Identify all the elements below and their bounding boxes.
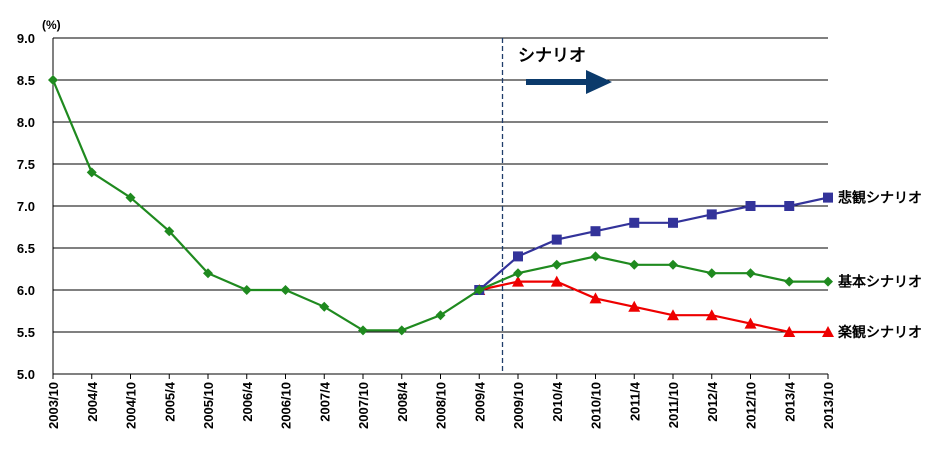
series-label-基本シナリオ: 基本シナリオ bbox=[838, 274, 922, 291]
point-楽観シナリオ-2013/4 bbox=[783, 326, 796, 337]
point-基本シナリオ-2005/10 bbox=[203, 268, 213, 279]
point-基本シナリオ-2012/4 bbox=[706, 268, 717, 279]
x-tick-2008/4: 2008/4 bbox=[395, 381, 410, 422]
y-tick-8.5: 8.5 bbox=[17, 73, 35, 88]
x-tick-2007/10: 2007/10 bbox=[356, 382, 371, 429]
y-tick-5.5: 5.5 bbox=[17, 325, 35, 340]
x-tick-2005/4: 2005/4 bbox=[162, 381, 177, 422]
y-tick-7.0: 7.0 bbox=[17, 199, 35, 214]
point-基本シナリオ-2013/10 bbox=[823, 276, 833, 287]
arrow-head bbox=[586, 70, 612, 94]
point-悲観シナリオ-2011/4 bbox=[629, 217, 640, 228]
x-tick-labels: 2003/10 2004/4 2004/10 2005/4 2005/10 2006/4 2… bbox=[46, 374, 836, 429]
x-tick-2012/4: 2012/4 bbox=[705, 381, 720, 422]
point-基本シナリオ-2011/4 bbox=[629, 259, 640, 270]
point-基本シナリオ-2006/10 bbox=[280, 285, 291, 295]
point-楽観シナリオ-2011/4 bbox=[628, 300, 641, 312]
point-悲観シナリオ-2012/10 bbox=[745, 201, 756, 211]
series-layer bbox=[48, 75, 834, 337]
y-tick-8.0: 8.0 bbox=[17, 115, 35, 130]
point-基本シナリオ-2004/10 bbox=[125, 192, 136, 203]
point-楽観シナリオ-2011/10 bbox=[667, 309, 679, 321]
series-line-基本シナリオ bbox=[51, 79, 828, 332]
point-悲観シナリオ-2010/10 bbox=[590, 226, 601, 237]
point-悲観シナリオ-2012/4 bbox=[706, 209, 717, 220]
x-tick-2013/10: 2013/10 bbox=[821, 382, 836, 429]
point-基本シナリオ-2005/4 bbox=[164, 226, 175, 237]
point-楽観シナリオ-2010/4 bbox=[550, 275, 563, 287]
point-楽観シナリオ-2013/10 bbox=[822, 326, 834, 337]
x-tick-2010/10: 2010/10 bbox=[589, 382, 604, 429]
point-基本シナリオ-2011/10 bbox=[668, 259, 678, 270]
series-悲観シナリオ bbox=[474, 192, 833, 295]
grid-lines bbox=[53, 37, 828, 333]
point-基本シナリオ-2007/4 bbox=[319, 301, 330, 312]
series-line-楽観シナリオ bbox=[479, 280, 828, 334]
point-基本シナリオ-2013/4 bbox=[784, 276, 795, 287]
x-tick-2006/4: 2006/4 bbox=[240, 381, 255, 422]
series-label-楽観シナリオ: 楽観シナリオ bbox=[837, 324, 922, 341]
point-基本シナリオ-2009/10 bbox=[513, 268, 523, 279]
x-tick-2004/10: 2004/10 bbox=[124, 382, 139, 429]
series-line-悲観シナリオ bbox=[478, 196, 829, 291]
point-基本シナリオ-2008/10 bbox=[435, 310, 446, 321]
point-基本シナリオ-2008/4 bbox=[396, 325, 407, 336]
y-tick-7.5: 7.5 bbox=[17, 157, 35, 172]
x-tick-2004/4: 2004/4 bbox=[85, 381, 100, 422]
series-楽観シナリオ bbox=[473, 275, 834, 337]
point-楽観シナリオ-2012/4 bbox=[705, 309, 718, 321]
x-tick-2008/10: 2008/10 bbox=[434, 382, 449, 429]
x-tick-2013/4: 2013/4 bbox=[782, 381, 797, 422]
x-tick-2005/10: 2005/10 bbox=[201, 382, 216, 429]
x-tick-2011/4: 2011/4 bbox=[627, 381, 642, 421]
y-tick-5.0: 5.0 bbox=[17, 367, 35, 382]
point-基本シナリオ-2012/10 bbox=[745, 268, 756, 279]
y-tick-6.5: 6.5 bbox=[17, 241, 35, 256]
point-悲観シナリオ-2011/10 bbox=[668, 217, 678, 228]
point-悲観シナリオ-2010/4 bbox=[551, 234, 562, 245]
y-tick-9.0: 9.0 bbox=[17, 31, 35, 46]
y-axis-unit: (%) bbox=[42, 18, 61, 32]
y-tick-6.0: 6.0 bbox=[17, 283, 35, 298]
point-基本シナリオ-2007/10 bbox=[358, 325, 368, 336]
point-基本シナリオ-2003/10 bbox=[48, 75, 58, 85]
x-tick-2009/10: 2009/10 bbox=[511, 382, 526, 429]
point-楽観シナリオ-2009/10 bbox=[512, 275, 524, 287]
x-tick-2012/10: 2012/10 bbox=[744, 382, 759, 429]
point-悲観シナリオ-2009/10 bbox=[513, 251, 523, 262]
arrow-shaft bbox=[526, 79, 588, 85]
y-tick-labels: 5.0 5.5 6.0 6.5 7.0 7.5 8.0 8.5 9.0 bbox=[17, 31, 35, 382]
point-楽観シナリオ-2010/10 bbox=[589, 292, 602, 304]
x-tick-2006/10: 2006/10 bbox=[279, 382, 294, 429]
right-arrow-icon bbox=[526, 70, 612, 94]
point-基本シナリオ-2004/4 bbox=[86, 167, 97, 178]
x-tick-2009/4: 2009/4 bbox=[472, 381, 487, 422]
x-tick-2003/10: 2003/10 bbox=[46, 382, 61, 429]
point-基本シナリオ-2006/4 bbox=[241, 285, 252, 295]
scenario-annotation: シナリオ bbox=[518, 46, 612, 94]
point-悲観シナリオ-2013/10 bbox=[823, 192, 833, 203]
x-tick-2011/10: 2011/10 bbox=[666, 382, 681, 428]
scenario-label: シナリオ bbox=[518, 46, 586, 66]
point-基本シナリオ-2009/4 bbox=[474, 285, 485, 295]
series-label-悲観シナリオ: 悲観シナリオ bbox=[838, 190, 922, 207]
point-悲観シナリオ-2013/4 bbox=[784, 201, 795, 211]
point-基本シナリオ-2010/4 bbox=[551, 259, 562, 270]
x-tick-2010/4: 2010/4 bbox=[550, 381, 565, 422]
point-基本シナリオ-2010/10 bbox=[590, 251, 601, 262]
point-楽観シナリオ-2012/10 bbox=[744, 317, 757, 329]
x-tick-2007/4: 2007/4 bbox=[317, 381, 332, 422]
series-基本シナリオ bbox=[48, 75, 833, 336]
